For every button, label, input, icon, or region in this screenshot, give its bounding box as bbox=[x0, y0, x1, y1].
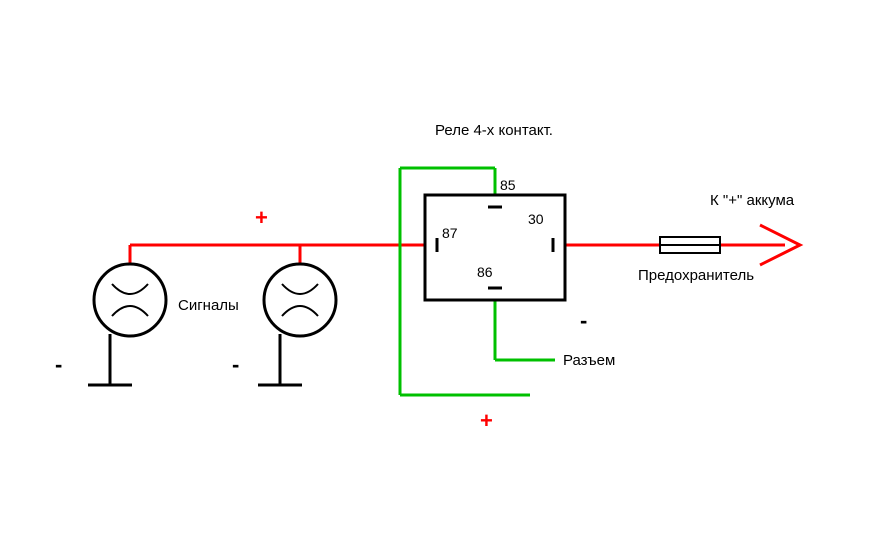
connector-label: Разъем bbox=[563, 352, 615, 369]
relay-title: Реле 4-х контакт. bbox=[435, 122, 553, 139]
ground-2 bbox=[258, 334, 302, 385]
minus-mark-h2: - bbox=[232, 352, 239, 377]
circuit-diagram: 85 86 87 30 Реле 4-х контакт. Предохрани… bbox=[0, 0, 891, 553]
fuse bbox=[660, 237, 720, 253]
plus-mark-bottom: + bbox=[480, 408, 493, 433]
ground-1 bbox=[88, 334, 132, 385]
pin-87-label: 87 bbox=[442, 225, 458, 241]
pin-85-label: 85 bbox=[500, 177, 516, 193]
battery-label: К "+" аккума bbox=[710, 192, 795, 209]
relay: 85 86 87 30 bbox=[425, 177, 565, 300]
minus-mark-relay: - bbox=[580, 308, 587, 333]
plus-mark-top: + bbox=[255, 205, 268, 230]
pin-30-label: 30 bbox=[528, 211, 544, 227]
minus-mark-h1: - bbox=[55, 352, 62, 377]
horn-1 bbox=[94, 264, 166, 336]
pin-86-label: 86 bbox=[477, 264, 493, 280]
signals-label: Сигналы bbox=[178, 297, 239, 314]
fuse-label: Предохранитель bbox=[638, 267, 754, 284]
horn-2 bbox=[264, 264, 336, 336]
